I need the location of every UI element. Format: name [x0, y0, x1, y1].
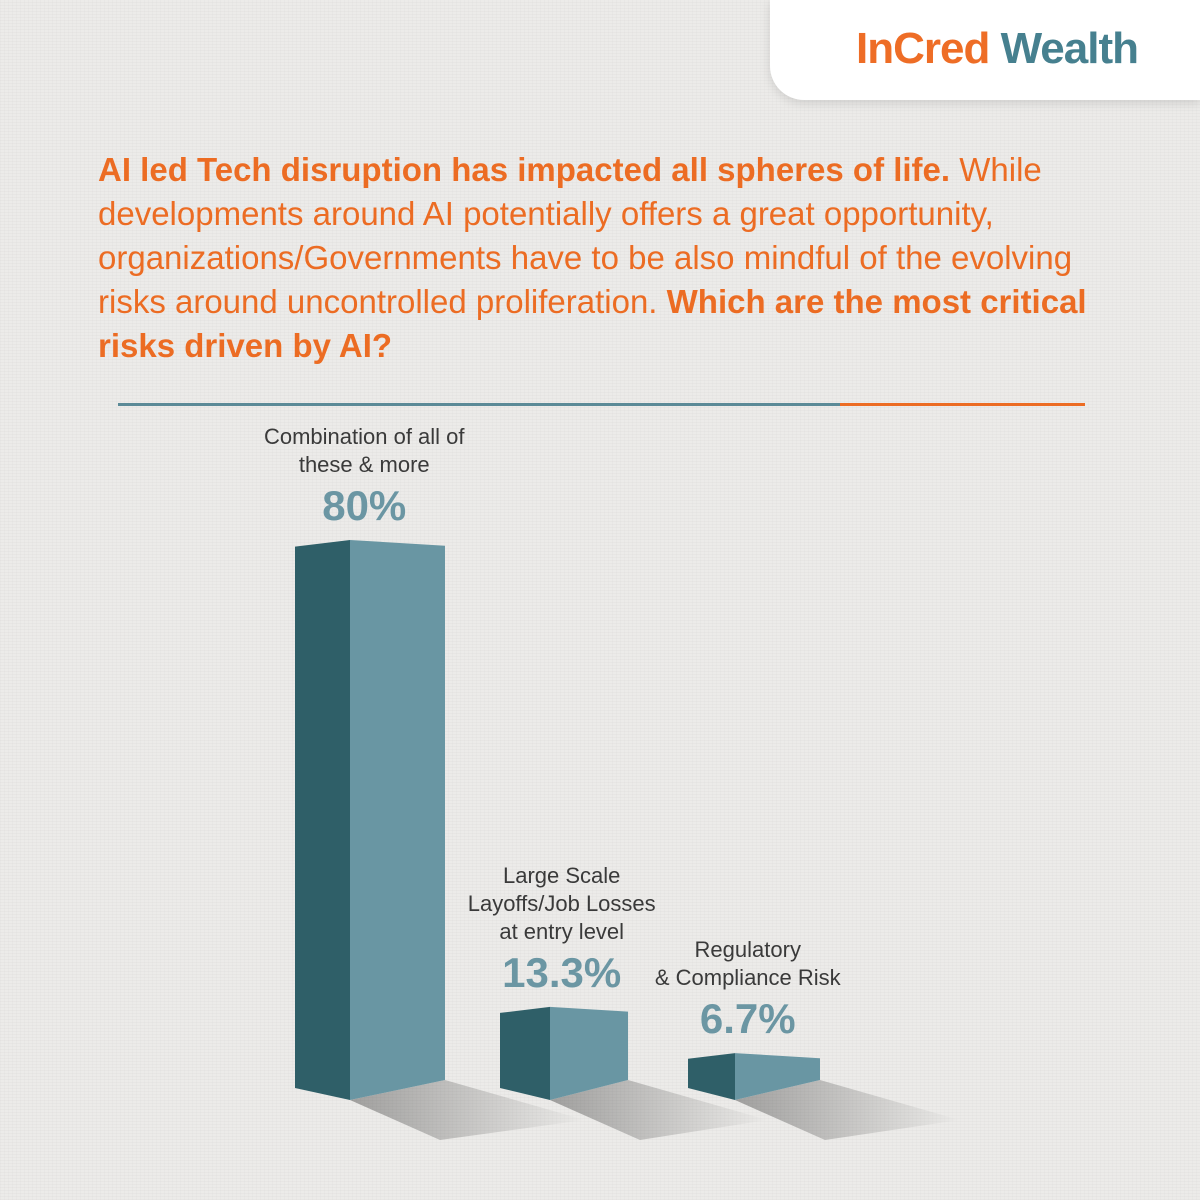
- bar-side-face: [295, 540, 350, 1100]
- category-label: at entry level: [499, 919, 624, 944]
- value-label: 13.3%: [502, 949, 621, 996]
- logo-card: InCred Wealth: [770, 0, 1200, 100]
- incred-wealth-logo: InCred Wealth: [855, 24, 1139, 73]
- category-label: Combination of all of: [264, 424, 465, 449]
- category-label: Regulatory: [695, 937, 801, 962]
- bar-shadow: [550, 1080, 768, 1140]
- divider-orange: [840, 403, 1085, 406]
- category-label: Layoffs/Job Losses: [468, 891, 656, 916]
- value-label: 6.7%: [700, 995, 796, 1042]
- bar-side-face: [688, 1053, 735, 1100]
- bar-shadow: [350, 1080, 585, 1140]
- value-label: 80%: [322, 482, 406, 529]
- headline-bold-intro: AI led Tech disruption has impacted all …: [98, 151, 951, 188]
- bar-front-face: [350, 540, 445, 1100]
- category-label: Large Scale: [503, 863, 620, 888]
- bar-front-face: [550, 1006, 628, 1100]
- divider-blue: [118, 403, 840, 406]
- headline-body: While developments around AI potentially…: [98, 151, 1073, 320]
- category-label: & Compliance Risk: [655, 965, 842, 990]
- bar-shadow: [735, 1080, 960, 1140]
- bar-front-face: [735, 1053, 820, 1100]
- category-label: these & more: [299, 452, 430, 477]
- bar-side-face: [500, 1006, 550, 1100]
- headline: AI led Tech disruption has impacted all …: [98, 148, 1098, 368]
- headline-question: Which are the most critical risks driven…: [98, 283, 1087, 364]
